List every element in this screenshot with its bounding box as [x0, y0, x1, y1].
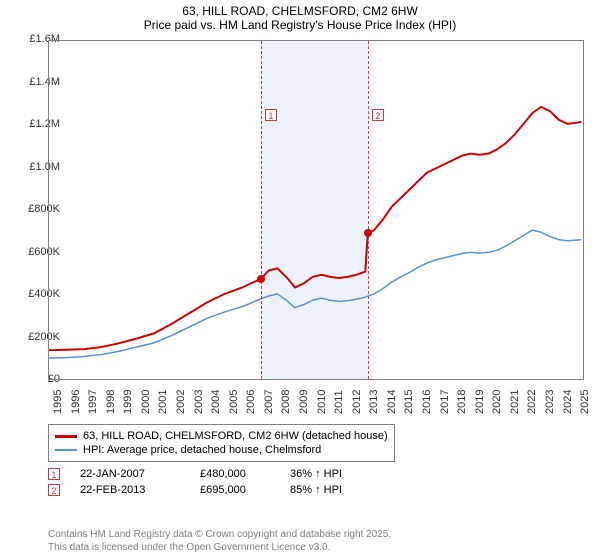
x-tick-label: 2020 — [491, 390, 503, 414]
sale-dot — [364, 229, 372, 237]
x-tick-label: 2022 — [526, 390, 538, 414]
legend-swatch — [55, 435, 77, 438]
sale-hpi: 36% ↑ HPI — [290, 468, 370, 480]
x-tick-label: 2015 — [403, 390, 415, 414]
sales-row: 2 22-FEB-2013 £695,000 85% ↑ HPI — [48, 484, 370, 496]
x-tick-label: 2019 — [474, 390, 486, 414]
x-tick-label: 2000 — [140, 390, 152, 414]
x-tick-label: 1998 — [105, 390, 117, 414]
title-address: 63, HILL ROAD, CHELMSFORD, CM2 6HW — [0, 4, 600, 18]
x-tick-label: 2023 — [544, 390, 556, 414]
sale-marker: 1 — [265, 109, 277, 121]
sales-table: 1 22-JAN-2007 £480,000 36% ↑ HPI 2 22-FEB-201… — [48, 468, 370, 500]
series-line-hpi — [49, 230, 581, 358]
x-tick-label: 2010 — [316, 390, 328, 414]
footer: Contains HM Land Registry data © Crown c… — [48, 528, 391, 554]
legend: 63, HILL ROAD, CHELMSFORD, CM2 6HW (deta… — [48, 424, 395, 462]
x-tick-label: 1995 — [52, 390, 64, 414]
line-plot-svg — [49, 41, 583, 379]
sales-row: 1 22-JAN-2007 £480,000 36% ↑ HPI — [48, 468, 370, 480]
x-tick-label: 1997 — [87, 390, 99, 414]
x-tick-label: 1999 — [122, 390, 134, 414]
sale-marker-icon: 2 — [48, 484, 60, 496]
legend-label: 63, HILL ROAD, CHELMSFORD, CM2 6HW (deta… — [83, 430, 388, 442]
footer-line: Contains HM Land Registry data © Crown c… — [48, 528, 391, 541]
legend-row: 63, HILL ROAD, CHELMSFORD, CM2 6HW (deta… — [55, 429, 388, 443]
x-tick-label: 2008 — [280, 390, 292, 414]
sale-price: £695,000 — [200, 484, 270, 496]
x-tick-label: 2016 — [421, 390, 433, 414]
x-tick-label: 2009 — [298, 390, 310, 414]
x-tick-label: 2006 — [245, 390, 257, 414]
x-tick-label: 2025 — [579, 390, 591, 414]
x-tick-label: 2012 — [351, 390, 363, 414]
x-tick-label: 2018 — [456, 390, 468, 414]
x-tick-label: 2005 — [228, 390, 240, 414]
plot-area: 12 — [48, 40, 584, 380]
x-tick-label: 2007 — [263, 390, 275, 414]
sale-marker: 2 — [372, 109, 384, 121]
x-tick-label: 2011 — [333, 390, 345, 414]
sale-price: £480,000 — [200, 468, 270, 480]
x-tick-label: 2003 — [193, 390, 205, 414]
x-tick-label: 1996 — [70, 390, 82, 414]
sale-vline — [261, 41, 262, 379]
x-tick-label: 2004 — [210, 390, 222, 414]
chart-header: 63, HILL ROAD, CHELMSFORD, CM2 6HW Price… — [0, 0, 600, 34]
legend-swatch — [55, 449, 77, 451]
legend-label: HPI: Average price, detached house, Chel… — [83, 444, 321, 456]
sale-dot — [257, 275, 265, 283]
chart-container: 63, HILL ROAD, CHELMSFORD, CM2 6HW Price… — [0, 0, 600, 560]
sale-date: 22-JAN-2007 — [80, 468, 180, 480]
x-tick-label: 2024 — [562, 390, 574, 414]
x-tick-label: 2013 — [368, 390, 380, 414]
x-tick-label: 2017 — [439, 390, 451, 414]
footer-line: This data is licensed under the Open Gov… — [48, 541, 391, 554]
sale-hpi: 85% ↑ HPI — [290, 484, 370, 496]
sale-marker-icon: 1 — [48, 468, 60, 480]
title-subtitle: Price paid vs. HM Land Registry's House … — [0, 18, 600, 32]
x-tick-label: 2021 — [509, 390, 521, 414]
legend-row: HPI: Average price, detached house, Chel… — [55, 443, 388, 457]
sale-vline — [368, 41, 369, 379]
series-line-price_paid — [49, 107, 581, 350]
x-tick-label: 2014 — [386, 390, 398, 414]
x-tick-label: 2001 — [157, 390, 169, 414]
x-tick-label: 2002 — [175, 390, 187, 414]
sale-date: 22-FEB-2013 — [80, 484, 180, 496]
